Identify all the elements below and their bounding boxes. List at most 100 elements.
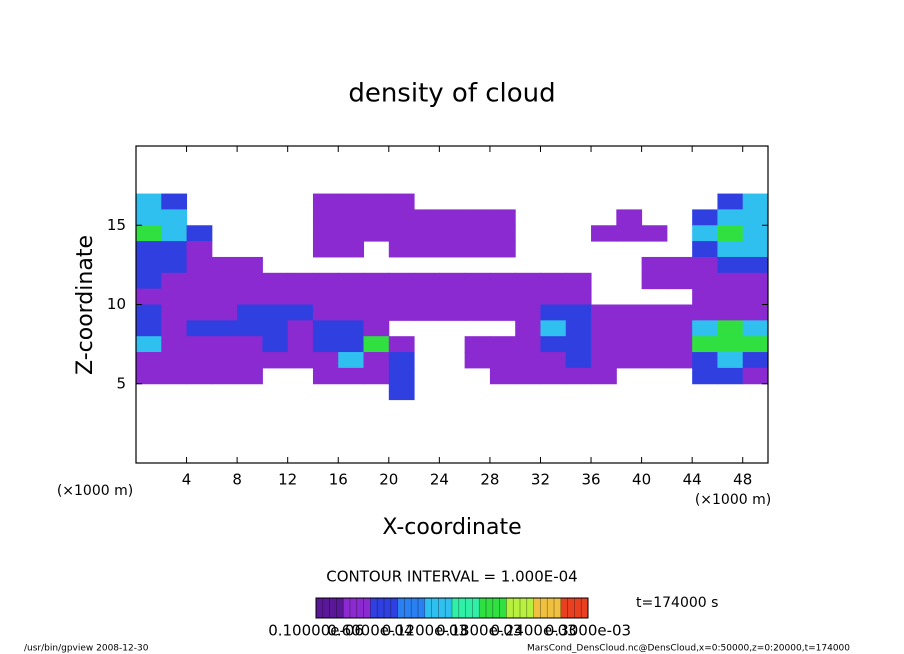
cell <box>742 256 769 274</box>
cell <box>388 241 415 258</box>
cell <box>136 256 162 274</box>
cell <box>136 320 162 337</box>
cell <box>312 304 339 321</box>
cell <box>489 209 516 226</box>
cell <box>692 256 718 274</box>
x-tick-label: 36 <box>581 471 600 489</box>
cell <box>641 272 668 290</box>
cell <box>666 256 693 274</box>
cell <box>742 352 769 369</box>
cell <box>692 367 718 385</box>
cell <box>237 367 263 385</box>
cell <box>312 336 339 353</box>
cell <box>363 336 390 353</box>
cell <box>742 320 769 337</box>
cell <box>464 225 491 242</box>
cell <box>565 336 592 353</box>
chart-title: density of cloud <box>348 79 555 109</box>
cell <box>439 272 466 290</box>
cell <box>363 304 390 321</box>
cell <box>464 304 491 321</box>
colorbar-frame <box>315 597 589 619</box>
cell <box>262 304 289 321</box>
cell <box>692 225 718 242</box>
cell <box>742 225 769 242</box>
cell <box>565 272 592 290</box>
cell <box>489 288 516 305</box>
cell <box>136 336 162 353</box>
cell <box>161 241 188 258</box>
colorbar-tick-label: 0.3000e-03 <box>545 622 631 640</box>
cell <box>237 304 263 321</box>
cell <box>591 336 617 353</box>
cell <box>237 272 263 290</box>
cell <box>616 225 643 242</box>
cell <box>262 336 289 353</box>
cell <box>464 288 491 305</box>
cell <box>211 367 238 385</box>
y-tick-label: 15 <box>107 216 126 234</box>
cell <box>742 367 769 385</box>
cell <box>666 304 693 321</box>
cell <box>742 193 769 210</box>
cell <box>186 304 213 321</box>
cell <box>666 352 693 369</box>
cell <box>717 352 744 369</box>
cell <box>338 320 365 337</box>
cell <box>515 352 541 369</box>
cell <box>641 304 668 321</box>
x-tick-label: 4 <box>182 471 192 489</box>
colorbar-tick-label: 0.2400e-03 <box>490 622 576 640</box>
cell <box>742 272 769 290</box>
cell <box>262 320 289 337</box>
cell <box>136 272 162 290</box>
cell <box>540 304 567 321</box>
cell <box>388 272 415 290</box>
cell <box>692 336 718 353</box>
cell <box>136 193 162 210</box>
cell <box>414 225 440 242</box>
cell <box>565 304 592 321</box>
cell <box>136 352 162 369</box>
cell <box>312 193 339 210</box>
cell <box>312 288 339 305</box>
cell <box>489 367 516 385</box>
cell <box>388 367 415 385</box>
x-tick-label: 40 <box>632 471 651 489</box>
cell <box>312 241 339 258</box>
cell <box>540 272 567 290</box>
cell <box>439 209 466 226</box>
cell <box>312 367 339 385</box>
cell <box>742 288 769 305</box>
cell <box>717 225 744 242</box>
cell <box>338 304 365 321</box>
cell <box>464 209 491 226</box>
cell <box>616 304 643 321</box>
cell <box>312 209 339 226</box>
cell <box>136 288 162 305</box>
cell <box>591 225 617 242</box>
cell <box>287 352 314 369</box>
cell <box>692 209 718 226</box>
cell <box>489 225 516 242</box>
cell <box>287 272 314 290</box>
cell <box>540 352 567 369</box>
cell <box>186 241 213 258</box>
cell <box>565 352 592 369</box>
time-label: t=174000 s <box>636 595 718 611</box>
cell <box>666 336 693 353</box>
cell <box>717 256 744 274</box>
cell <box>161 209 188 226</box>
cell <box>641 336 668 353</box>
colorbar-tick-label: 0.1800e-03 <box>436 622 522 640</box>
cell <box>287 304 314 321</box>
cell <box>287 320 314 337</box>
cell <box>717 320 744 337</box>
contour-interval: CONTOUR INTERVAL = 1.000E-04 <box>326 568 577 586</box>
cell <box>616 209 643 226</box>
cell <box>666 272 693 290</box>
cell <box>439 288 466 305</box>
cell <box>641 352 668 369</box>
x-tick-label: 44 <box>683 471 702 489</box>
